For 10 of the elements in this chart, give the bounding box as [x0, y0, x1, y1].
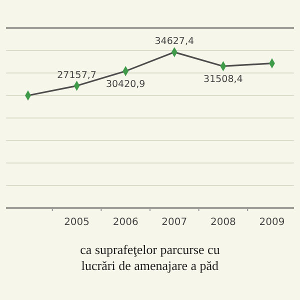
- x-tick-label: 2006: [112, 217, 138, 228]
- x-tick-label: 2007: [162, 217, 188, 228]
- data-label: 31508,4: [204, 74, 243, 86]
- x-tick-label: 2009: [259, 217, 285, 228]
- x-tick-label: 2008: [210, 217, 236, 228]
- data-label: 34627,4: [154, 36, 194, 48]
- data-label: 27157,7: [57, 70, 96, 81]
- data-label: 30420,9: [106, 79, 146, 90]
- x-tick-label: 2005: [64, 217, 90, 228]
- text: ca suprafeţelor parcurse cu lucrări de amenajare a păd: [80, 242, 220, 273]
